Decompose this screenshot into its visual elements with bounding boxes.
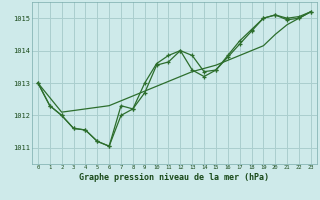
- X-axis label: Graphe pression niveau de la mer (hPa): Graphe pression niveau de la mer (hPa): [79, 173, 269, 182]
